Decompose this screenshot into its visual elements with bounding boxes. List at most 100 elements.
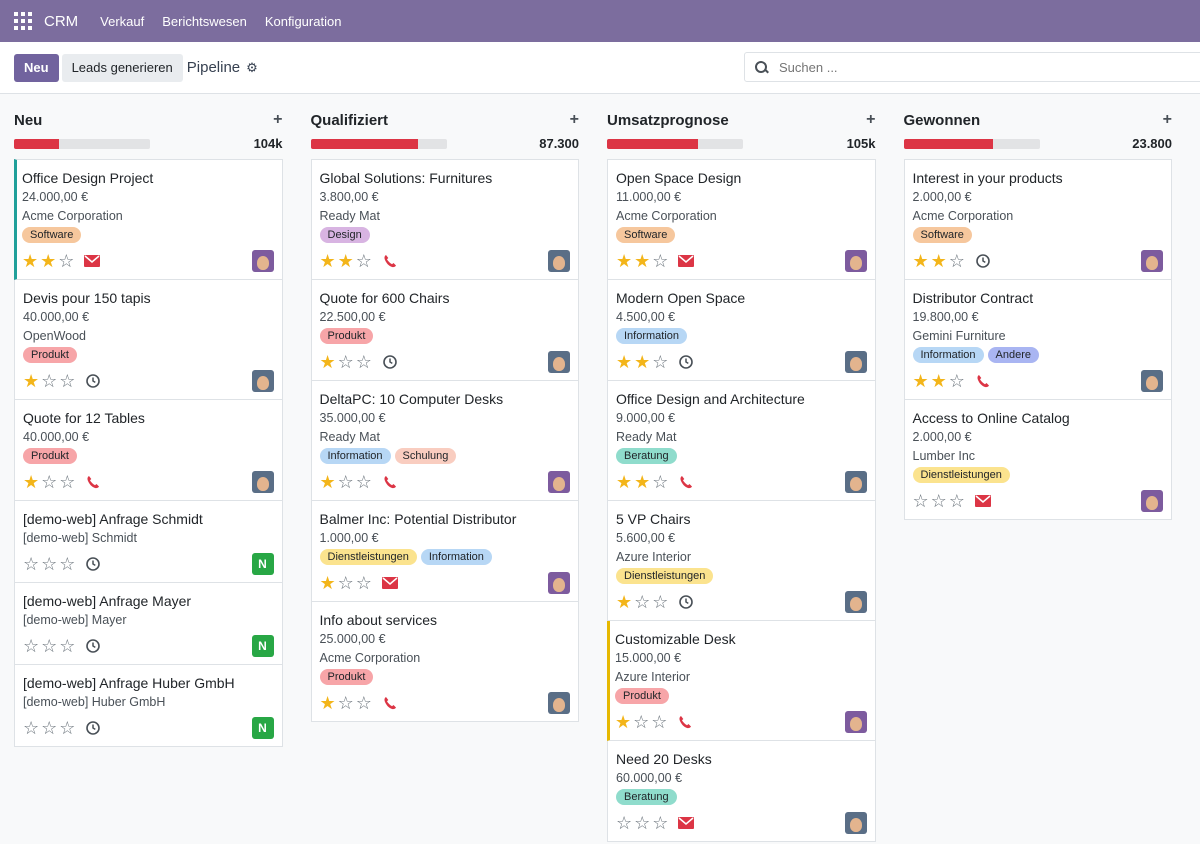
clock-icon[interactable] [975,253,991,269]
star-icon[interactable]: ☆ [58,251,75,271]
star-icon[interactable]: ★ [634,472,651,492]
lead-card[interactable]: Info about services 25.000,00 € Acme Corpo… [310,602,579,722]
star-icon[interactable]: ☆ [337,352,354,372]
lead-card[interactable]: Need 20 Desks 60.000,00 € Beratung ☆ ☆ ☆ [607,741,876,842]
star-icon[interactable]: ★ [616,592,633,612]
envelope-icon[interactable] [678,253,695,269]
avatar[interactable] [1141,490,1163,512]
star-icon[interactable]: ☆ [41,718,58,738]
lead-card[interactable]: Office Design Project 24.000,00 € Acme Cor… [14,159,283,280]
star-icon[interactable]: ★ [912,371,929,391]
star-icon[interactable]: ☆ [59,718,76,738]
column-title[interactable]: Neu [14,111,43,129]
star-icon[interactable]: ★ [40,251,57,271]
star-icon[interactable]: ☆ [41,472,58,492]
column-title[interactable]: Qualifiziert [310,111,389,129]
apps-menu-icon[interactable] [14,12,32,30]
clock-icon[interactable] [85,638,101,654]
avatar[interactable] [1141,250,1163,272]
star-icon[interactable]: ☆ [652,592,669,612]
avatar[interactable] [548,471,570,493]
add-icon[interactable]: + [569,111,579,128]
avatar[interactable] [548,692,570,714]
progress-bar[interactable] [903,138,1040,149]
clock-icon[interactable] [678,594,694,610]
star-icon[interactable]: ☆ [652,251,669,271]
star-icon[interactable]: ☆ [41,371,58,391]
column-title[interactable]: Gewonnen [903,111,981,129]
avatar[interactable] [548,572,570,594]
star-icon[interactable]: ☆ [23,636,40,656]
star-icon[interactable]: ☆ [948,491,965,511]
star-icon[interactable]: ☆ [652,813,669,833]
phone-icon[interactable] [382,253,398,269]
lead-card[interactable]: Open Space Design 11.000,00 € Acme Corpora… [607,159,876,280]
clock-icon[interactable] [678,354,694,370]
star-icon[interactable]: ★ [319,352,336,372]
lead-card[interactable]: Devis pour 150 tapis 40.000,00 € OpenWood P… [14,280,283,400]
progress-bar[interactable] [310,138,447,149]
star-icon[interactable]: ☆ [41,554,58,574]
star-icon[interactable]: ☆ [23,554,40,574]
avatar[interactable] [844,351,867,373]
star-icon[interactable]: ☆ [652,352,669,372]
search-input[interactable] [779,59,1159,75]
lead-card[interactable]: [demo-web] Anfrage Schmidt [demo-web] Sch… [14,501,283,583]
star-icon[interactable]: ☆ [930,491,947,511]
menu-konfiguration[interactable]: Konfiguration [264,13,342,29]
lead-card[interactable]: Balmer Inc: Potential Distributor 1.000,0… [310,501,579,602]
clock-icon[interactable] [85,720,101,736]
star-icon[interactable]: ☆ [59,472,76,492]
star-icon[interactable]: ☆ [59,554,76,574]
lead-card[interactable]: Global Solutions: Furnitures 3.800,00 € Re… [310,159,579,280]
phone-icon[interactable] [382,695,398,711]
progress-bar[interactable] [607,138,743,149]
progress-bar[interactable] [14,138,150,149]
avatar[interactable] [844,250,867,272]
phone-icon[interactable] [975,373,991,389]
star-icon[interactable]: ★ [23,371,40,391]
star-icon[interactable]: ★ [930,371,947,391]
star-icon[interactable]: ☆ [912,491,929,511]
add-icon[interactable]: + [273,111,283,128]
envelope-icon[interactable] [974,493,991,509]
avatar[interactable] [844,711,867,733]
lead-card[interactable]: [demo-web] Anfrage Mayer [demo-web] Mayer… [14,583,283,665]
star-icon[interactable]: ☆ [59,636,76,656]
star-icon[interactable]: ☆ [948,251,965,271]
star-icon[interactable]: ★ [23,472,40,492]
lead-card[interactable]: DeltaPC: 10 Computer Desks 35.000,00 € Rea… [310,381,579,501]
phone-icon[interactable] [382,474,398,490]
avatar[interactable]: N [251,635,274,657]
star-icon[interactable]: ☆ [355,472,372,492]
lead-card[interactable]: Customizable Desk 15.000,00 € Azure Interi… [607,621,876,741]
lead-card[interactable]: 5 VP Chairs 5.600,00 € Azure Interior Diens… [607,501,876,621]
star-icon[interactable]: ★ [319,472,336,492]
search-box[interactable] [744,52,1200,82]
avatar[interactable]: N [251,553,274,575]
star-icon[interactable]: ★ [319,251,336,271]
lead-card[interactable]: Interest in your products 2.000,00 € Acme … [903,159,1172,280]
lead-card[interactable]: Modern Open Space 4.500,00 € Information ★ ★… [607,280,876,381]
star-icon[interactable]: ☆ [355,352,372,372]
clock-icon[interactable] [85,373,101,389]
star-icon[interactable]: ☆ [337,573,354,593]
star-icon[interactable]: ★ [319,573,336,593]
star-icon[interactable]: ☆ [41,636,58,656]
avatar[interactable] [844,471,867,493]
generate-leads-button[interactable]: Leads generieren [61,53,183,82]
lead-card[interactable]: Office Design and Architecture 9.000,00 €… [607,381,876,501]
clock-icon[interactable] [382,354,398,370]
lead-card[interactable]: Quote for 12 Tables 40.000,00 € Produkt ★ ☆ ☆ [14,400,283,501]
phone-icon[interactable] [677,714,693,730]
add-icon[interactable]: + [866,111,876,128]
star-icon[interactable]: ★ [319,693,336,713]
avatar[interactable] [844,591,867,613]
star-icon[interactable]: ☆ [948,371,965,391]
gear-icon[interactable]: ⚙ [246,59,258,75]
avatar[interactable] [548,351,570,373]
avatar[interactable] [1141,370,1163,392]
menu-berichtswesen[interactable]: Berichtswesen [162,13,247,29]
avatar[interactable] [251,250,274,272]
lead-card[interactable]: [demo-web] Anfrage Huber GmbH [demo-web] … [14,665,283,747]
